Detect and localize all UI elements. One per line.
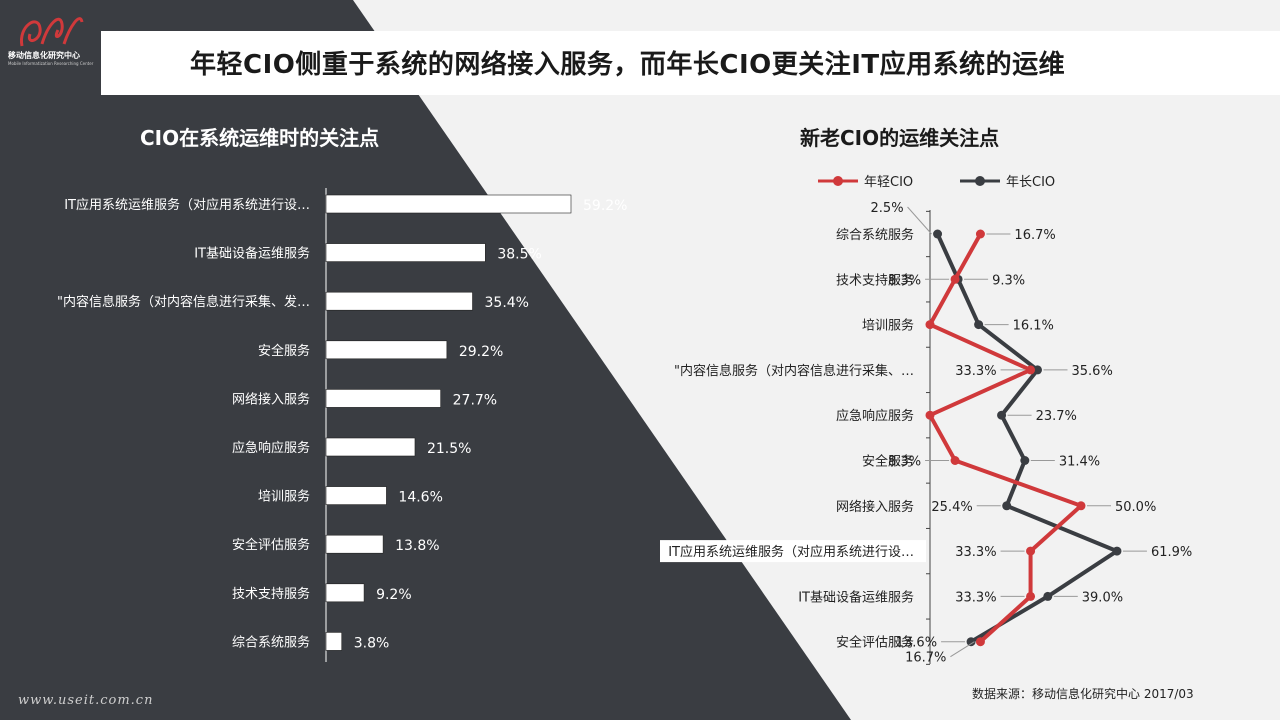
series-line [935, 233, 1119, 644]
bar [325, 437, 416, 457]
series-point [1026, 591, 1036, 601]
series-point [1033, 365, 1043, 375]
bar-value-label: 14.6% [398, 490, 442, 506]
legend-label: 年轻CIO [864, 175, 913, 190]
bar-value-label: 38.5% [497, 247, 541, 263]
point-value-label: 16.1% [1013, 319, 1054, 334]
point-value-label: 33.3% [955, 364, 996, 379]
bar [325, 194, 572, 214]
watermark-url: www.useit.com.cn [18, 693, 154, 708]
bar-category-label: IT基础设备运维服务 [194, 246, 310, 262]
bar-category-label: 培训服务 [258, 489, 310, 505]
series-point [1026, 365, 1036, 375]
bar-category-label: 安全服务 [258, 343, 310, 359]
label-leader [907, 206, 932, 235]
legend-label: 年长CIO [1006, 175, 1055, 190]
bar [325, 243, 486, 262]
series-point [1112, 546, 1122, 556]
point-value-label: 16.7% [1014, 228, 1055, 243]
bar-category-label: 网络接入服务 [232, 391, 310, 407]
line-category-label: 综合系统服务 [836, 227, 914, 243]
series-point [974, 320, 984, 330]
bar-value-label: 21.5% [427, 441, 471, 457]
legend-marker [833, 176, 843, 186]
point-value-label: 23.7% [1036, 409, 1077, 424]
page-title: 年轻CIO侧重于系统的网络接入服务，而年长CIO更关注IT应用系统的运维 [190, 50, 1066, 80]
series-point [933, 229, 943, 239]
bar-category-label: IT应用系统运维服务（对应用系统进行设… [64, 197, 310, 213]
line-category-label: IT应用系统运维服务（对应用系统进行设… [668, 544, 914, 560]
line-category-label: IT基础设备运维服务 [798, 589, 914, 605]
bar-category-label: 综合系统服务 [232, 634, 310, 650]
series-point [997, 410, 1007, 420]
series-point [950, 456, 960, 465]
bar [325, 486, 387, 505]
bar [325, 291, 473, 311]
bar-category-label: "内容信息服务（对内容信息进行采集、发… [57, 294, 310, 310]
series-point [1043, 591, 1053, 601]
bar-category-label: 安全评估服务 [232, 537, 310, 553]
point-value-label: 50.0% [1115, 500, 1156, 515]
line-category-label: 应急响应服务 [836, 408, 914, 424]
point-value-label: 13.6% [896, 636, 937, 651]
line-category-label: "内容信息服务（对内容信息进行采集、… [674, 363, 914, 379]
series-point [1020, 456, 1030, 465]
series-line [928, 233, 1083, 644]
bar-category-label: 应急响应服务 [232, 440, 310, 456]
series-point [975, 229, 985, 239]
line-chart-title: 新老CIO的运维关注点 [800, 126, 1000, 150]
series-point [1026, 546, 1036, 556]
point-value-label: 25.4% [931, 500, 972, 515]
bar-value-label: 9.2% [376, 587, 412, 603]
bar [325, 583, 365, 603]
series-point [925, 320, 935, 330]
legend-marker [975, 176, 985, 186]
point-value-label: 31.4% [1059, 455, 1100, 470]
series-point [975, 637, 985, 647]
series-point [925, 410, 935, 420]
line-category-label: 网络接入服务 [836, 499, 914, 515]
bar-chart-title: CIO在系统运维时的关注点 [140, 126, 380, 150]
bar-value-label: 29.2% [459, 344, 503, 360]
point-value-label: 33.3% [955, 545, 996, 560]
point-value-label: 8.3% [888, 455, 921, 470]
line-category-label: 安全评估服务 [836, 635, 914, 651]
point-value-label: 33.3% [955, 590, 996, 605]
line-category-label: 培训服务 [862, 318, 914, 334]
bar-value-label: 59.2% [583, 198, 627, 214]
point-value-label: 8.3% [888, 273, 921, 288]
point-value-label: 35.6% [1072, 364, 1113, 379]
data-source: 数据来源：移动信息化研究中心 2017/03 [972, 687, 1194, 701]
point-value-label: 61.9% [1151, 545, 1192, 560]
logo-name: 移动信息化研究中心 [8, 51, 80, 60]
point-value-label: 9.3% [992, 273, 1025, 288]
series-point [1076, 501, 1086, 511]
point-value-label: 16.7% [905, 651, 946, 666]
bar [325, 534, 384, 554]
bar [325, 340, 448, 360]
bar-value-label: 13.8% [395, 538, 439, 554]
bar-value-label: 35.4% [485, 295, 529, 311]
bar-value-label: 3.8% [354, 635, 390, 651]
logo-mark [20, 17, 84, 47]
bar-value-label: 27.7% [453, 392, 497, 408]
dark-background-panel [0, 0, 851, 720]
label-leader [950, 641, 975, 658]
line-category-label: 安全服务 [862, 454, 914, 470]
logo-subtitle: Mobile Informatization Researching Cente… [8, 61, 94, 66]
point-value-label: 39.0% [1082, 590, 1123, 605]
line-category-label: 技术支持服务 [836, 272, 914, 288]
series-point [950, 274, 960, 284]
title-bar [101, 31, 1280, 95]
series-point [966, 637, 976, 647]
category-highlight [660, 540, 926, 563]
bar [325, 389, 441, 408]
bar [325, 632, 343, 651]
bar-category-label: 技术支持服务 [232, 586, 310, 602]
series-point [1002, 501, 1012, 511]
point-value-label: 2.5% [871, 201, 904, 216]
